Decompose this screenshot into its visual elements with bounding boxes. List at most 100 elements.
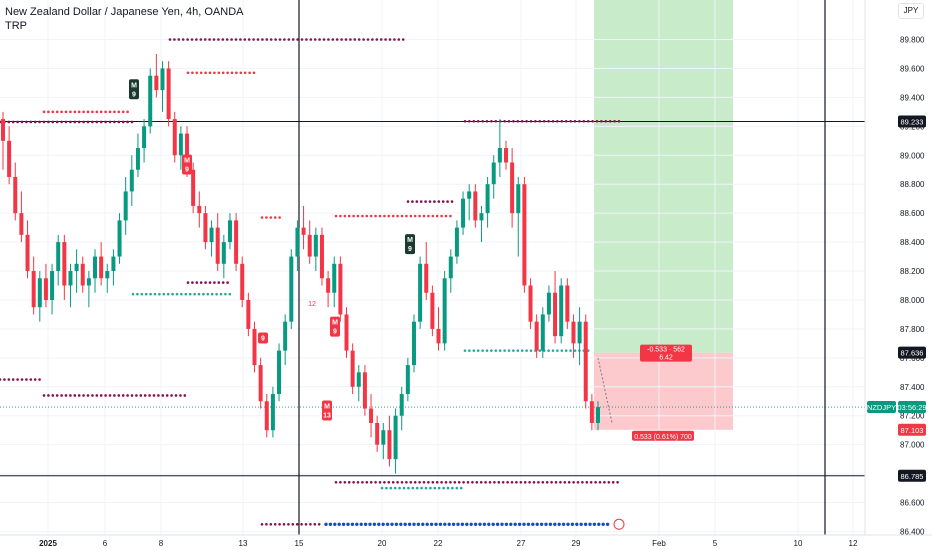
dot-level [362, 38, 365, 41]
candle-body [583, 321, 588, 402]
candle-body [1, 119, 5, 141]
candle-body [418, 263, 423, 322]
candle [583, 314, 588, 409]
dot-level [409, 481, 413, 484]
dot-level [569, 349, 572, 352]
candle [313, 227, 318, 272]
dot-level [472, 119, 476, 123]
price-axis[interactable]: 86.40086.60086.80087.00087.20087.40087.6… [864, 0, 932, 550]
dot-level [7, 378, 11, 381]
candle [86, 271, 91, 308]
candle-body [37, 278, 42, 308]
dot-level [578, 119, 581, 123]
dot-level [269, 38, 273, 41]
signal-text: 12 [308, 301, 316, 308]
position-bottom-label-box [632, 430, 694, 441]
candle-body [178, 133, 183, 156]
dot-level [113, 110, 116, 114]
dot-level [391, 214, 395, 218]
signal-text: M [324, 404, 330, 411]
price-label-text: 03:56:29 [897, 403, 926, 412]
dot-level [29, 378, 33, 381]
dot-level [199, 38, 203, 41]
trade-path-line [597, 357, 613, 424]
dot-level [99, 394, 103, 397]
candle-body [491, 162, 496, 185]
candle-body [264, 401, 269, 431]
dot-level [401, 38, 405, 41]
candle-body [295, 227, 300, 257]
dot-level [347, 214, 351, 218]
candle-body [338, 263, 343, 315]
dot-level [434, 522, 438, 526]
dot-level [424, 200, 427, 203]
dot-level [566, 522, 570, 526]
dot-level [444, 481, 448, 484]
signal-subtext: 9 [132, 91, 136, 98]
candle [424, 242, 429, 300]
candle [510, 148, 515, 228]
dot-level [563, 481, 567, 484]
dot-level [381, 522, 385, 526]
candle-body [344, 314, 349, 351]
position-top-label-box [640, 344, 692, 362]
dot-level [440, 214, 443, 218]
signal-box [129, 79, 139, 100]
currency-badge[interactable]: JPY [898, 3, 924, 19]
dot-level [130, 120, 134, 124]
dot-level [130, 394, 134, 397]
dot-level [287, 38, 291, 41]
candle [50, 263, 55, 315]
candle-body [516, 184, 521, 214]
signal-subtext: 9 [333, 329, 337, 336]
dot-level [82, 110, 85, 114]
dot-level [422, 214, 426, 218]
dot-level [475, 481, 479, 484]
dot-level [481, 119, 484, 123]
dot-level [217, 38, 220, 41]
price-label-text: NZDJPY [867, 403, 896, 412]
candle [411, 314, 416, 373]
signal-label: M9 [330, 316, 340, 337]
candle [485, 176, 490, 228]
dot-level [595, 119, 599, 123]
dot-level [265, 522, 268, 526]
candle [448, 249, 453, 293]
dot-level [278, 38, 282, 41]
time-tick-label: 2025 [39, 539, 57, 548]
chart-legend: New Zealand Dollar / Japanese Yen, 4h, O… [5, 5, 243, 33]
dot-level [433, 486, 437, 490]
dot-level [121, 120, 125, 124]
candle-body [283, 321, 288, 351]
dot-level [278, 522, 281, 526]
time-axis[interactable]: 2025 6 8 13 15 20 22 27 29 Feb 5 10 12 [0, 534, 932, 550]
dot-level [108, 394, 112, 397]
dot-level [534, 119, 537, 123]
dot-level [324, 522, 328, 526]
candle-body [540, 314, 545, 351]
dot-level [405, 481, 408, 484]
dot-level [208, 281, 212, 284]
candle-body [461, 198, 466, 228]
dot-level [509, 522, 513, 526]
dot-level [413, 214, 417, 218]
candle [166, 61, 171, 127]
dot-level [300, 522, 303, 526]
dot-level [252, 71, 256, 75]
indicator-label[interactable]: TRP [5, 20, 27, 32]
candle [234, 213, 239, 272]
dot-level [179, 394, 182, 397]
dot-level [532, 481, 536, 484]
dot-level [195, 38, 198, 41]
time-tick-label: 6 [103, 539, 108, 548]
dot-level [466, 481, 470, 484]
dot-level [406, 200, 410, 203]
candle-body [234, 220, 239, 264]
price-tick-label: 88.600 [900, 209, 925, 218]
dot-level [476, 349, 480, 352]
dot-level [598, 481, 602, 484]
dot-level [355, 522, 359, 526]
dot-level [313, 522, 317, 526]
dot-level [411, 486, 415, 490]
